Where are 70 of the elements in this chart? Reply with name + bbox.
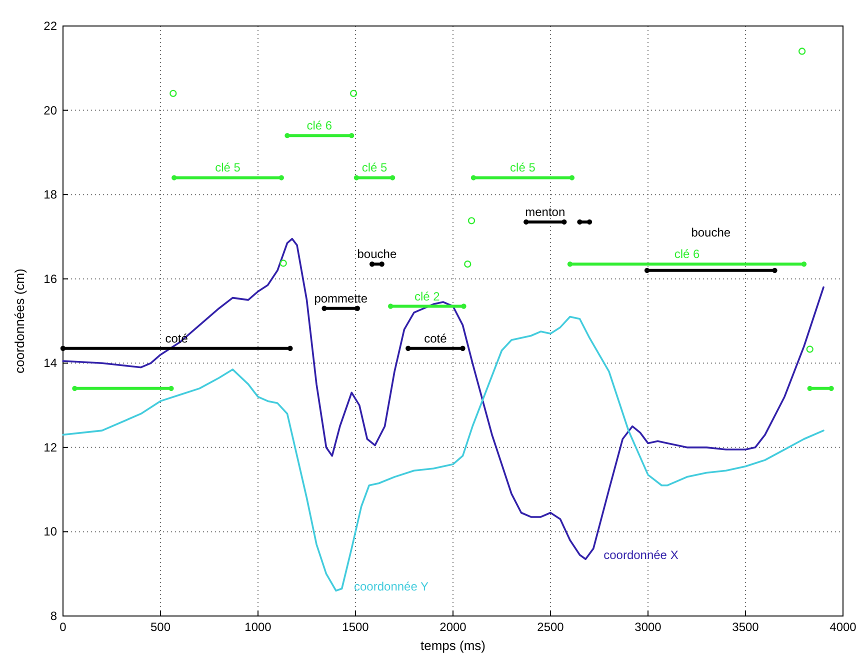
line-series: [62, 316, 824, 592]
x-tick-label: 500: [150, 620, 171, 634]
x-tick-label: 1000: [244, 620, 272, 634]
series-label: clé 5: [510, 160, 536, 175]
point: [828, 386, 834, 392]
x-tick-label: 1500: [342, 620, 370, 634]
point: [461, 304, 466, 309]
point: [60, 346, 66, 351]
series-label: menton: [525, 204, 566, 219]
y-tick-label: 14: [44, 356, 58, 370]
point: [772, 268, 778, 274]
point: [350, 90, 358, 98]
y-tick-label: 16: [44, 272, 58, 286]
series-label: clé 2: [414, 289, 440, 304]
x-tick-label: 3500: [732, 620, 760, 634]
series-label: coté: [424, 331, 448, 346]
point: [379, 262, 384, 267]
y-tick-label: 20: [44, 103, 58, 118]
point: [170, 90, 177, 98]
x-axis-title: temps (ms): [420, 638, 486, 653]
point: [284, 132, 290, 138]
series-label: pommette: [314, 291, 368, 306]
point: [278, 175, 284, 180]
point: [354, 175, 360, 180]
point: [354, 306, 360, 311]
point: [644, 268, 650, 274]
point: [524, 219, 529, 225]
x-tick-label: 4000: [830, 620, 857, 634]
point: [562, 219, 567, 225]
point: [388, 304, 394, 309]
point: [406, 346, 411, 351]
point: [72, 386, 78, 392]
y-tick-label: 18: [44, 188, 58, 202]
y-tick-label: 10: [44, 524, 58, 539]
point: [288, 346, 293, 351]
x-tick-label: 2000: [440, 620, 467, 634]
point: [460, 346, 466, 351]
series-label: clé 5: [362, 160, 388, 175]
series-label: bouche: [357, 247, 397, 262]
series-label: clé 6: [674, 247, 700, 262]
point: [470, 175, 476, 180]
series-label: coordonnée Y: [354, 580, 429, 594]
point: [369, 262, 375, 267]
series-label: coordonnée X: [604, 548, 678, 562]
x-tick-label: 2500: [537, 620, 564, 634]
y-tick-label: 22: [44, 19, 58, 33]
point: [280, 260, 287, 267]
point: [168, 386, 174, 392]
point: [390, 175, 396, 180]
y-axis-title: coordonnées (cm): [12, 268, 27, 374]
y-tick-label: 8: [50, 609, 58, 623]
y-tick-label: 12: [44, 440, 58, 454]
point: [172, 175, 177, 180]
point: [807, 386, 812, 392]
point: [464, 260, 472, 268]
point: [577, 219, 582, 225]
series-label: clé 6: [306, 118, 332, 133]
text: bouche: [691, 225, 731, 240]
point: [798, 48, 806, 55]
line-series: [62, 238, 824, 560]
point: [806, 346, 814, 353]
x-tick-label: 3000: [634, 620, 662, 634]
point: [567, 262, 573, 267]
x-tick-label: 0: [60, 620, 67, 634]
point: [322, 306, 327, 311]
point: [569, 175, 575, 180]
point: [349, 132, 354, 138]
point: [468, 217, 476, 224]
series-label: clé 5: [215, 160, 241, 175]
point: [801, 262, 807, 267]
